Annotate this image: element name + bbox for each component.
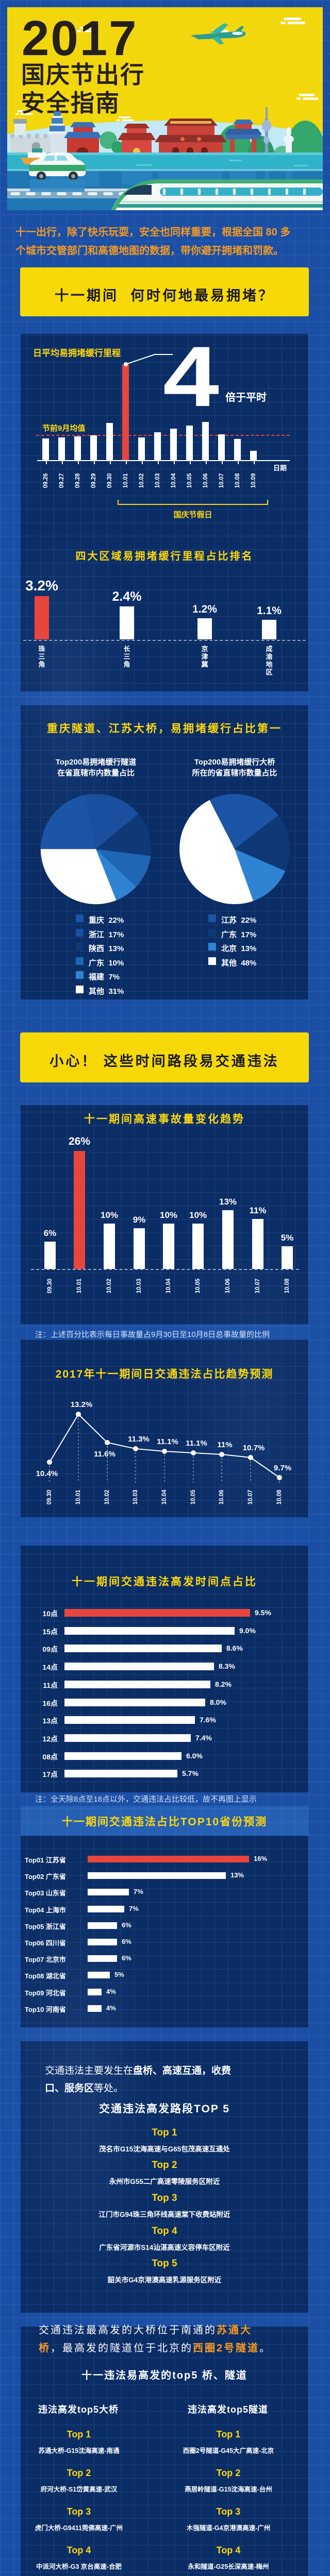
svg-text:2017: 2017 xyxy=(22,11,138,66)
svg-text:安全指南: 安全指南 xyxy=(21,90,120,116)
svg-text:国庆节出行: 国庆节出行 xyxy=(21,61,145,88)
